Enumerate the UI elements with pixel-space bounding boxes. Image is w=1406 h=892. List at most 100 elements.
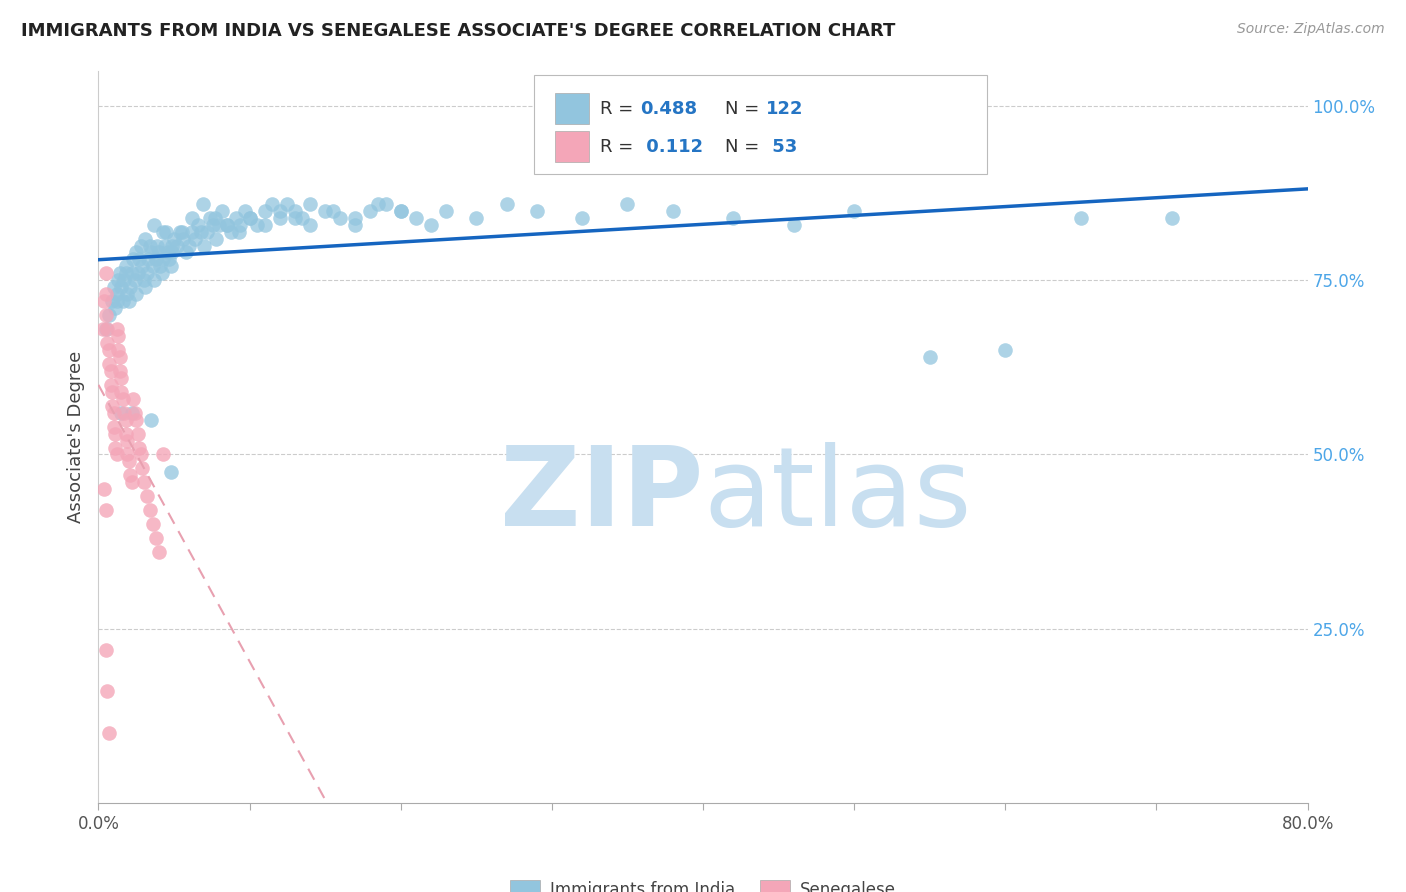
Point bbox=[1160, 211, 1182, 225]
Point bbox=[208, 218, 231, 232]
Point bbox=[156, 245, 179, 260]
Point bbox=[616, 196, 638, 211]
Point bbox=[181, 211, 204, 225]
Legend: Immigrants from India, Senegalese: Immigrants from India, Senegalese bbox=[503, 873, 903, 892]
Point bbox=[93, 294, 115, 309]
Point bbox=[120, 468, 142, 483]
Point bbox=[115, 434, 138, 448]
Point bbox=[94, 287, 117, 301]
Point bbox=[153, 238, 176, 252]
Point bbox=[110, 280, 132, 294]
Point bbox=[661, 203, 683, 218]
Point bbox=[105, 287, 128, 301]
Point bbox=[215, 218, 238, 232]
Point bbox=[202, 218, 225, 232]
Point bbox=[233, 203, 256, 218]
Point bbox=[108, 364, 131, 378]
Point bbox=[101, 399, 124, 413]
Point bbox=[134, 231, 156, 245]
Point bbox=[389, 203, 412, 218]
Point bbox=[253, 218, 276, 232]
Point bbox=[162, 245, 184, 260]
Text: 0.112: 0.112 bbox=[640, 138, 703, 156]
Point bbox=[146, 238, 169, 252]
Point bbox=[389, 203, 412, 218]
Point bbox=[159, 252, 181, 267]
Point bbox=[125, 412, 148, 426]
Point bbox=[98, 308, 121, 322]
Point bbox=[228, 225, 250, 239]
Bar bbox=[555, 131, 589, 162]
Point bbox=[107, 329, 129, 343]
Point bbox=[135, 266, 157, 280]
Point bbox=[204, 211, 226, 225]
Text: 0.488: 0.488 bbox=[640, 100, 697, 118]
Point bbox=[110, 371, 132, 385]
Bar bbox=[555, 94, 589, 124]
Text: ZIP: ZIP bbox=[499, 442, 703, 549]
Point bbox=[93, 483, 115, 497]
Point bbox=[172, 231, 194, 245]
Point bbox=[98, 357, 121, 371]
Point bbox=[98, 726, 121, 740]
Point bbox=[262, 196, 284, 211]
Point bbox=[104, 301, 127, 316]
Point bbox=[367, 196, 389, 211]
Point bbox=[94, 308, 117, 322]
Point bbox=[96, 322, 118, 336]
Point bbox=[299, 196, 322, 211]
Point bbox=[174, 245, 197, 260]
Text: R =: R = bbox=[600, 100, 640, 118]
Point bbox=[205, 231, 228, 245]
Point bbox=[110, 406, 132, 420]
Point bbox=[125, 287, 148, 301]
Point bbox=[918, 350, 941, 364]
Point bbox=[193, 238, 215, 252]
Point bbox=[134, 280, 156, 294]
Point bbox=[143, 273, 166, 287]
Point bbox=[111, 294, 134, 309]
Point bbox=[94, 642, 117, 657]
Point bbox=[526, 203, 548, 218]
Text: Source: ZipAtlas.com: Source: ZipAtlas.com bbox=[1237, 22, 1385, 37]
Point bbox=[145, 252, 167, 267]
Point bbox=[112, 273, 135, 287]
Point bbox=[120, 280, 142, 294]
Point bbox=[314, 203, 336, 218]
Point bbox=[96, 336, 118, 351]
Point bbox=[127, 426, 149, 441]
Point bbox=[783, 218, 806, 232]
Point bbox=[122, 392, 145, 406]
Point bbox=[844, 203, 866, 218]
Point bbox=[121, 406, 143, 420]
Point bbox=[96, 684, 118, 698]
Point bbox=[98, 343, 121, 357]
Point bbox=[103, 406, 125, 420]
Point bbox=[170, 225, 193, 239]
Point bbox=[104, 441, 127, 455]
Point bbox=[152, 252, 174, 267]
Text: N =: N = bbox=[724, 138, 765, 156]
Point bbox=[284, 203, 307, 218]
Point bbox=[284, 211, 307, 225]
Point bbox=[269, 203, 291, 218]
Point bbox=[374, 196, 396, 211]
Point bbox=[221, 225, 243, 239]
Text: IMMIGRANTS FROM INDIA VS SENEGALESE ASSOCIATE'S DEGREE CORRELATION CHART: IMMIGRANTS FROM INDIA VS SENEGALESE ASSO… bbox=[21, 22, 896, 40]
Point bbox=[723, 211, 745, 225]
Point bbox=[344, 211, 367, 225]
Point bbox=[239, 211, 262, 225]
Point bbox=[1070, 211, 1092, 225]
Point bbox=[160, 465, 183, 479]
Point bbox=[190, 225, 212, 239]
Y-axis label: Associate's Degree: Associate's Degree bbox=[66, 351, 84, 524]
Point bbox=[107, 343, 129, 357]
Point bbox=[136, 252, 159, 267]
Point bbox=[118, 294, 141, 309]
Point bbox=[166, 238, 188, 252]
Point bbox=[184, 231, 207, 245]
Point bbox=[124, 273, 146, 287]
Point bbox=[100, 364, 122, 378]
Point bbox=[114, 412, 136, 426]
Point bbox=[149, 260, 172, 274]
